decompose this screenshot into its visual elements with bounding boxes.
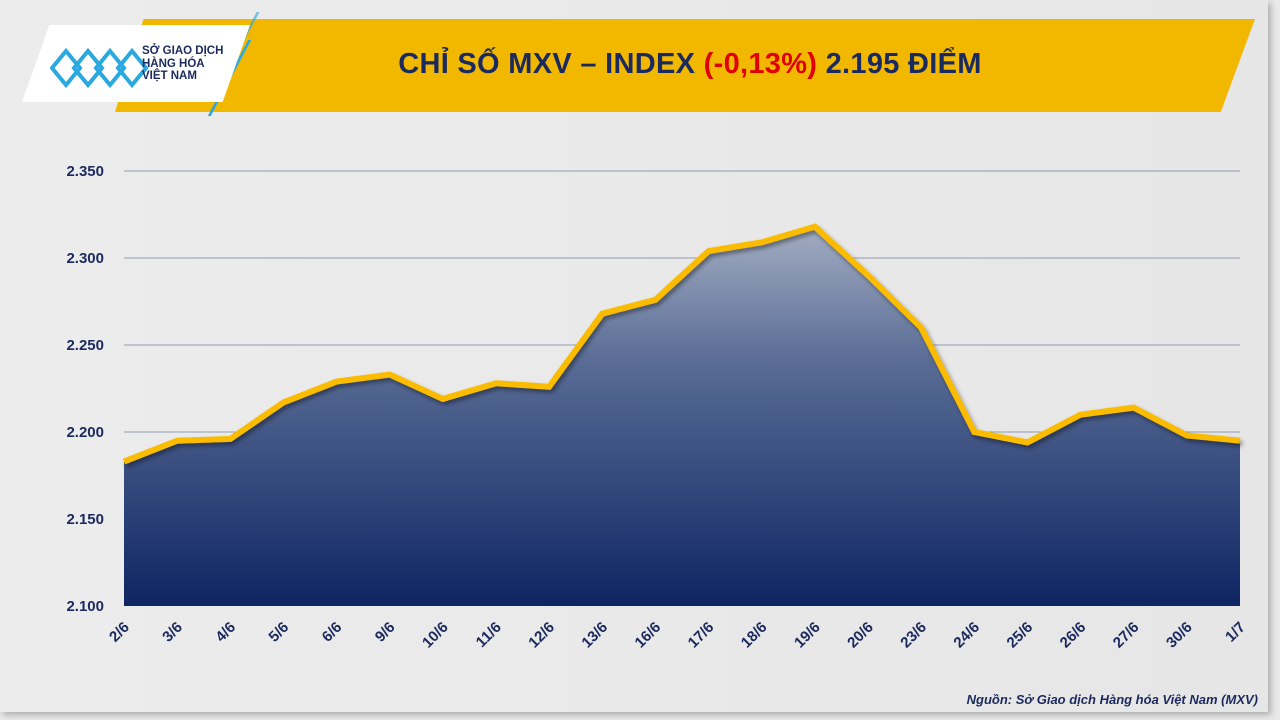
logo: SỞ GIAO DỊCH HÀNG HÓA VIỆT NAM bbox=[22, 25, 250, 102]
x-tick-label: 10/6 bbox=[419, 619, 452, 652]
x-tick-label: 27/6 bbox=[1110, 619, 1143, 652]
x-tick-label: 23/6 bbox=[897, 619, 930, 652]
x-tick-label: 1/7 bbox=[1222, 619, 1249, 646]
y-tick-label: 2.300 bbox=[66, 250, 104, 267]
x-tick-label: 3/6 bbox=[159, 619, 186, 646]
area-fill bbox=[124, 226, 1240, 606]
title-prefix: CHỈ SỐ MXV – INDEX bbox=[398, 48, 704, 80]
x-tick-label: 11/6 bbox=[473, 619, 505, 651]
x-tick-label: 12/6 bbox=[525, 619, 558, 652]
x-tick-label: 13/6 bbox=[578, 619, 611, 652]
logo-mark-icon bbox=[50, 47, 149, 89]
y-tick-label: 2.350 bbox=[66, 163, 104, 180]
logo-line-3: VIỆT NAM bbox=[142, 70, 197, 82]
series-line bbox=[122, 223, 1241, 465]
logo-line-2: HÀNG HÓA bbox=[142, 57, 205, 70]
x-tick-label: 5/6 bbox=[265, 619, 292, 646]
x-tick-label: 24/6 bbox=[950, 619, 983, 652]
title-change: (-0,13%) bbox=[703, 48, 818, 80]
y-tick-label: 2.100 bbox=[66, 598, 104, 615]
x-tick-label: 19/6 bbox=[791, 619, 824, 652]
x-tick-label: 20/6 bbox=[844, 619, 877, 652]
x-tick-label: 26/6 bbox=[1057, 619, 1090, 652]
y-tick-label: 2.200 bbox=[66, 424, 104, 441]
x-tick-label: 2/6 bbox=[106, 619, 133, 646]
title-banner bbox=[115, 19, 1255, 112]
x-tick-label: 6/6 bbox=[319, 619, 346, 646]
x-tick-label: 4/6 bbox=[212, 619, 239, 646]
title-suffix: 2.195 ĐIỂM bbox=[817, 48, 982, 80]
x-tick-label: 16/6 bbox=[632, 619, 665, 652]
y-tick-label: 2.150 bbox=[66, 511, 104, 528]
page-title: CHỈ SỐ MXV – INDEX (-0,13%) 2.195 ĐIỂM bbox=[0, 48, 1280, 81]
x-tick-label: 9/6 bbox=[372, 619, 399, 646]
x-tick-label: 30/6 bbox=[1163, 619, 1196, 652]
logo-line-1: SỞ GIAO DỊCH bbox=[142, 45, 224, 57]
x-tick-label: 25/6 bbox=[1004, 619, 1037, 652]
y-tick-label: 2.250 bbox=[66, 337, 104, 354]
x-tick-label: 17/6 bbox=[685, 619, 718, 652]
x-tick-label: 18/6 bbox=[738, 619, 771, 652]
source-note: Nguồn: Sở Giao dịch Hàng hóa Việt Nam (M… bbox=[966, 692, 1258, 707]
